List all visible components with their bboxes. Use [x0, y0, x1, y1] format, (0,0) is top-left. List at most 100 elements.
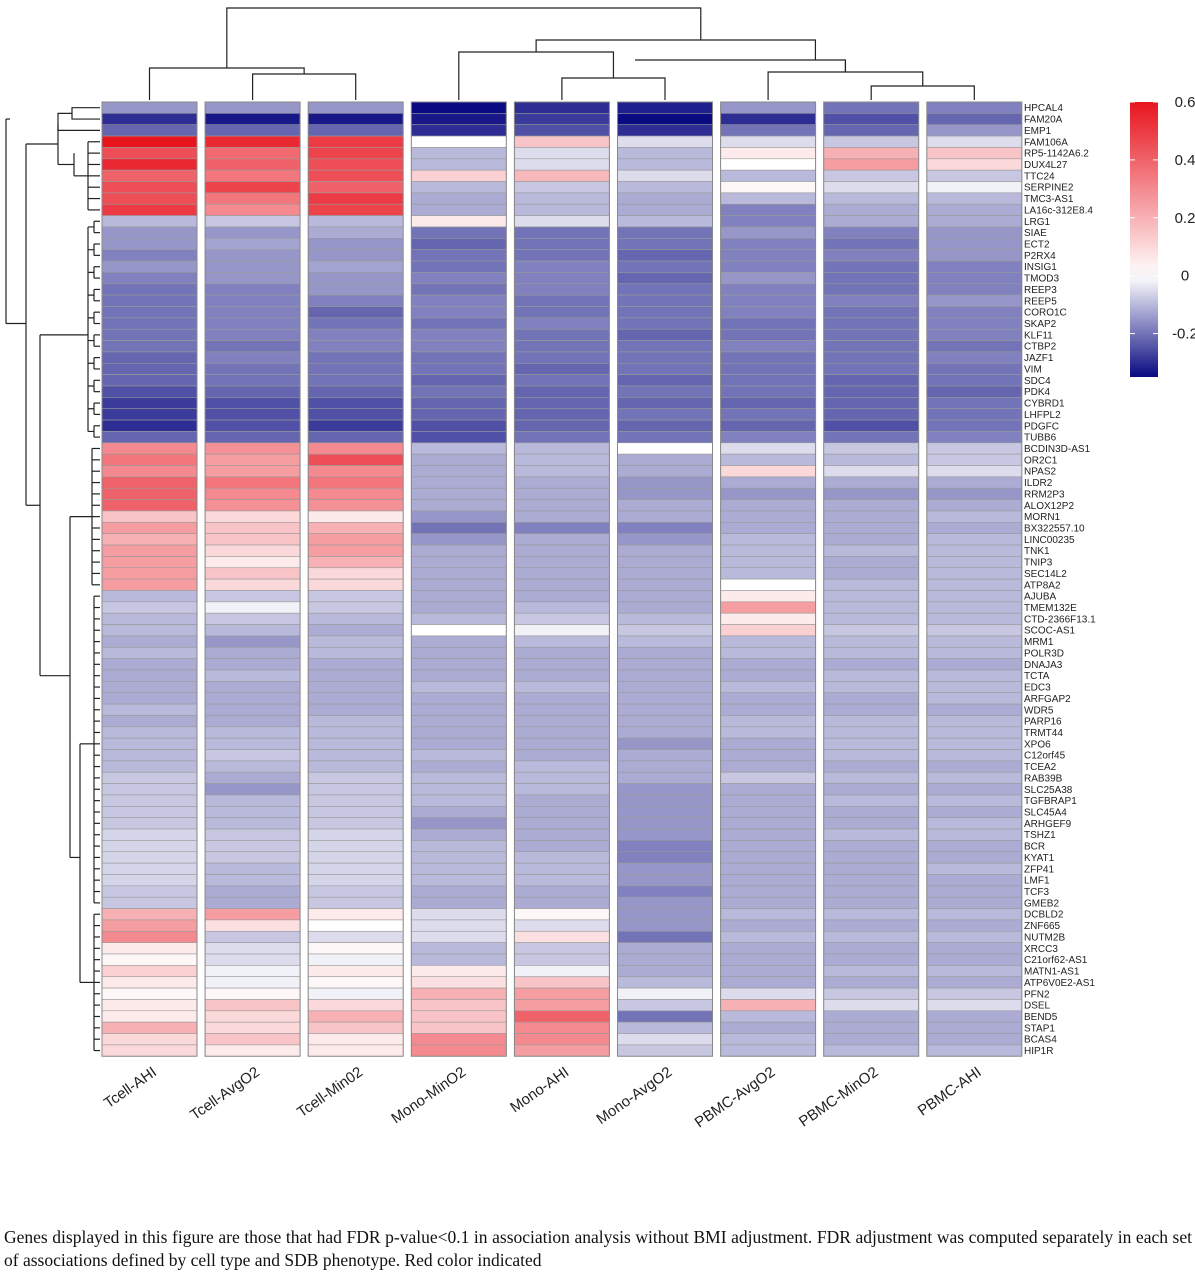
heatmap-cell — [926, 215, 1023, 228]
heatmap-cell — [617, 612, 713, 625]
heatmap-cell — [204, 1021, 301, 1034]
heatmap-cell — [204, 453, 301, 466]
heatmap-cell — [617, 1033, 713, 1046]
heatmap-cell — [720, 567, 816, 580]
heatmap-cell — [823, 431, 920, 444]
heatmap-cell — [617, 203, 713, 216]
heatmap-cell — [823, 397, 920, 410]
heatmap-cell — [926, 260, 1023, 273]
heatmap-cell — [514, 783, 610, 796]
heatmap-cell — [617, 453, 713, 466]
heatmap-cell — [720, 260, 816, 273]
heatmap-cell — [926, 408, 1023, 421]
heatmap-cell — [823, 419, 920, 432]
heatmap-cell — [204, 374, 301, 387]
heatmap-cell — [101, 1033, 198, 1046]
heatmap-cell — [617, 703, 713, 716]
heatmap-cell — [926, 283, 1023, 296]
heatmap-cell — [410, 874, 507, 887]
heatmap-cell — [617, 896, 713, 909]
heatmap-cell — [823, 476, 920, 489]
heatmap-cell — [926, 885, 1023, 898]
color-legend: 0.6 0.4 0.2 0 -0.2 — [1130, 94, 1195, 377]
dendrogram-branch — [88, 244, 95, 256]
heatmap-cell — [514, 124, 610, 137]
heatmap-cell — [101, 385, 198, 398]
row-label: BCDIN3D-AS1 — [1024, 444, 1091, 455]
column-panel-border — [823, 101, 920, 1057]
heatmap-cell — [926, 737, 1023, 750]
heatmap-cell — [926, 158, 1023, 171]
heatmap-cell — [204, 317, 301, 330]
heatmap-cell — [823, 794, 920, 807]
heatmap-cell — [926, 294, 1023, 307]
heatmap-cell — [617, 135, 713, 148]
heatmap-cell — [307, 908, 404, 921]
heatmap-cell — [720, 590, 816, 603]
heatmap-cell — [204, 1033, 301, 1046]
heatmap-cell — [204, 1044, 301, 1057]
heatmap-cell — [410, 465, 507, 478]
heatmap-cell — [101, 817, 198, 830]
heatmap-cell — [204, 578, 301, 591]
heatmap-cell — [926, 419, 1023, 432]
heatmap-cell — [514, 874, 610, 887]
heatmap-cell — [823, 1044, 920, 1057]
column-label: Mono-MinO2 — [388, 1064, 469, 1128]
heatmap-cell — [101, 635, 198, 648]
heatmap-cell — [514, 919, 610, 932]
heatmap-cell — [410, 203, 507, 216]
heatmap-cell — [410, 408, 507, 421]
heatmap-cell — [307, 476, 404, 489]
heatmap-cell — [514, 930, 610, 943]
heatmap-cell — [720, 465, 816, 478]
heatmap-cell — [307, 556, 404, 569]
heatmap-cell — [204, 556, 301, 569]
heatmap-cells — [101, 101, 1023, 1057]
heatmap-cell — [823, 487, 920, 500]
heatmap-cell — [514, 828, 610, 841]
heatmap-cell — [410, 612, 507, 625]
heatmap-cell — [101, 113, 198, 126]
heatmap-cell — [823, 783, 920, 796]
heatmap-cell — [204, 408, 301, 421]
heatmap-cell — [617, 794, 713, 807]
heatmap-cell — [204, 874, 301, 887]
heatmap-cell — [720, 215, 816, 228]
heatmap-cell — [823, 442, 920, 455]
heatmap-cell — [204, 487, 301, 500]
heatmap-cell — [514, 306, 610, 319]
heatmap-cell — [720, 578, 816, 591]
row-label: MRM1 — [1024, 637, 1054, 648]
heatmap-cell — [307, 828, 404, 841]
heatmap-cell — [514, 624, 610, 637]
heatmap-cell — [617, 283, 713, 296]
heatmap-cell — [926, 1021, 1023, 1034]
heatmap-cell — [617, 646, 713, 659]
heatmap-cell — [823, 510, 920, 523]
heatmap-cell — [926, 169, 1023, 182]
column-panel-border — [617, 101, 713, 1057]
heatmap-cell — [720, 635, 816, 648]
heatmap-cell — [720, 408, 816, 421]
heatmap-cell — [617, 862, 713, 875]
heatmap-cell — [823, 726, 920, 739]
heatmap-cell — [204, 612, 301, 625]
heatmap-cell — [204, 828, 301, 841]
heatmap-cell — [823, 1021, 920, 1034]
column-panel-border — [410, 101, 507, 1057]
heatmap-cell — [514, 101, 610, 114]
heatmap-cell — [720, 794, 816, 807]
heatmap-cell — [720, 147, 816, 160]
heatmap-cell — [617, 147, 713, 160]
heatmap-cell — [926, 862, 1023, 875]
row-label: REEP5 — [1024, 296, 1057, 307]
heatmap-cell — [926, 817, 1023, 830]
heatmap-cell — [926, 499, 1023, 512]
heatmap-cell — [514, 453, 610, 466]
heatmap-cell — [101, 681, 198, 694]
column-panel-border — [513, 101, 610, 1057]
heatmap-cell — [101, 703, 198, 716]
row-label: CTBP2 — [1024, 342, 1057, 353]
heatmap-cell — [926, 147, 1023, 160]
